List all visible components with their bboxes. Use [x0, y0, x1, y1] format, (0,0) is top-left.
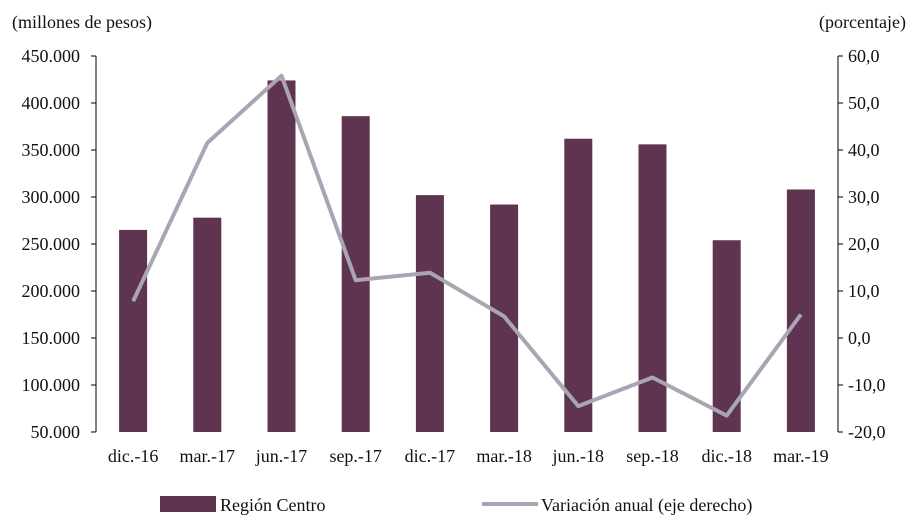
right-axis-tick-label: 60,0 [848, 46, 880, 66]
left-unit-label: (millones de pesos) [12, 12, 152, 33]
right-axis-tick-label: -20,0 [848, 422, 886, 442]
right-axis-tick-label: 40,0 [848, 140, 880, 160]
right-axis-tick-label: 50,0 [848, 93, 880, 113]
x-axis-tick-label: jun.-18 [552, 446, 605, 466]
bar [341, 116, 370, 432]
right-axis-tick-label: 0,0 [848, 328, 871, 348]
bar [786, 189, 815, 432]
right-unit-label: (porcentaje) [819, 12, 906, 33]
right-axis-tick-label: -10,0 [848, 375, 886, 395]
left-axis-tick-label: 350.000 [22, 140, 81, 160]
x-axis-tick-label: sep.-18 [626, 446, 679, 466]
legend-label-line: Variación anual (eje derecho) [541, 495, 752, 516]
bar [193, 217, 222, 432]
left-axis-tick-label: 150.000 [22, 328, 81, 348]
legend-swatch-bars [160, 496, 216, 512]
left-axis-tick-label: 100.000 [22, 375, 81, 395]
x-axis-tick-label: mar.-19 [773, 446, 829, 466]
x-axis-tick-label: dic.-17 [405, 446, 455, 466]
legend-label-bars: Región Centro [220, 495, 326, 515]
x-axis-tick-label: mar.-18 [476, 446, 532, 466]
left-axis-tick-label: 250.000 [22, 234, 81, 254]
bar [267, 80, 296, 432]
legend: Región Centro Variación anual (eje derec… [160, 495, 752, 516]
right-axis-tick-label: 10,0 [848, 281, 880, 301]
bar [564, 138, 593, 432]
right-axis-tick-label: 20,0 [848, 234, 880, 254]
bar [119, 229, 148, 432]
left-axis-tick-label: 400.000 [22, 93, 81, 113]
x-axis-tick-label: sep.-17 [329, 446, 382, 466]
x-axis-tick-label: mar.-17 [180, 446, 236, 466]
left-axis-tick-label: 200.000 [22, 281, 81, 301]
left-axis-tick-label: 50.000 [31, 422, 81, 442]
x-axis-tick-label: dic.-16 [108, 446, 158, 466]
x-axis-tick-label: dic.-18 [701, 446, 751, 466]
bar [638, 144, 667, 433]
bar [415, 195, 444, 432]
series-line [131, 73, 803, 418]
left-axis-tick-label: 300.000 [22, 187, 81, 207]
x-axis-tick-label: jun.-17 [255, 446, 308, 466]
plot-area: 50.000 100.000 150.000 200.000 250.000 300.00… [22, 46, 886, 466]
right-axis-tick-label: 30,0 [848, 187, 880, 207]
left-axis-tick-label: 450.000 [22, 46, 81, 66]
